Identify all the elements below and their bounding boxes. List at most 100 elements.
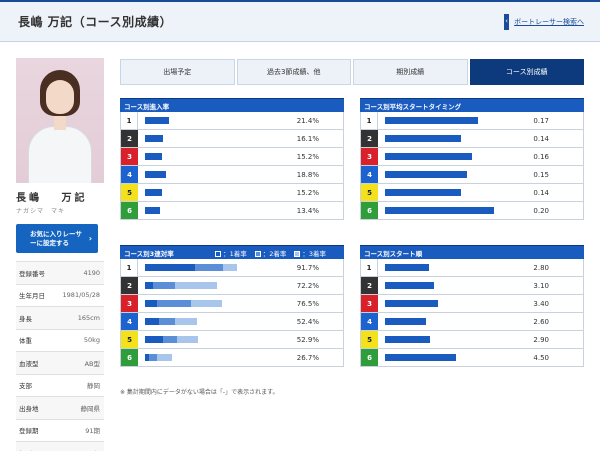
racer-name: 長嶋 万記 xyxy=(16,193,88,204)
bar-value: 52.4% xyxy=(296,317,319,326)
lane-number: 4 xyxy=(361,166,378,183)
bar-value: 2.80 xyxy=(533,263,549,272)
racer-sidebar: 長嶋 万記 ナガシマ マキ お気に入りレーサーに設定する › 登録番号 4190 生… xyxy=(16,58,104,451)
tab-term-results[interactable]: 期別成績 xyxy=(353,59,468,85)
profile-row: 登録期 91期 xyxy=(16,418,104,442)
profile-value: 165cm xyxy=(77,313,100,322)
course-row: 3 15.2% xyxy=(120,148,344,166)
footnote: ※ 集計期間内にデータがない場合は「-」で表示されます。 xyxy=(120,389,279,396)
course-row: 1 91.7% xyxy=(120,259,344,277)
profile-key: 級別 xyxy=(16,448,32,451)
course-row: 4 2.60 xyxy=(360,313,584,331)
third-place-bar xyxy=(175,282,218,289)
bar-value: 18.8% xyxy=(296,170,319,179)
add-favorite-button[interactable]: お気に入りレーサーに設定する › xyxy=(16,224,98,253)
course-row: 3 76.5% xyxy=(120,295,344,313)
lane-number: 5 xyxy=(121,184,138,201)
second-place-bar xyxy=(149,354,157,361)
first-place-bar xyxy=(145,264,195,271)
bar-value: 4.50 xyxy=(533,353,549,362)
bar-value: 0.14 xyxy=(533,188,549,197)
course-row: 4 0.15 xyxy=(360,166,584,184)
lane-number: 4 xyxy=(361,313,378,330)
second-place-bar xyxy=(195,264,223,271)
bar xyxy=(385,282,434,289)
profile-row: 級別 A1級 xyxy=(16,441,104,451)
tab-schedule[interactable]: 出場予定 xyxy=(120,59,235,85)
add-favorite-label: お気に入りレーサーに設定する xyxy=(30,229,82,247)
course-row: 1 21.4% xyxy=(120,112,344,130)
bar-value: 0.20 xyxy=(533,206,549,215)
bar xyxy=(385,117,478,124)
bar-value: 15.2% xyxy=(296,188,319,197)
course-row: 4 52.4% xyxy=(120,313,344,331)
lane-number: 3 xyxy=(121,295,138,312)
tab-course-results[interactable]: コース別成績 xyxy=(469,59,584,85)
second-place-bar xyxy=(153,282,175,289)
course-row: 4 18.8% xyxy=(120,166,344,184)
course-row: 2 3.10 xyxy=(360,277,584,295)
bar-value: 76.5% xyxy=(296,299,319,308)
course-row: 3 0.16 xyxy=(360,148,584,166)
bar-value: 3.40 xyxy=(533,299,549,308)
bar xyxy=(385,207,494,214)
bar xyxy=(385,189,462,196)
profile-key: 支部 xyxy=(19,382,32,391)
profile-key: 登録番号 xyxy=(19,269,45,278)
first-place-bar xyxy=(145,282,153,289)
bar-value: 52.9% xyxy=(296,335,319,344)
third-place-bar xyxy=(157,354,172,361)
lane-number: 6 xyxy=(121,202,138,219)
course-row: 1 2.80 xyxy=(360,259,584,277)
course-row: 6 0.20 xyxy=(360,202,584,220)
lane-number: 2 xyxy=(361,130,378,147)
top3-rate-panel: コース別3連対率 ：1着率 ：2着率 ：3着率 1 91.7% 2 72.2% 3 76.… xyxy=(120,245,344,367)
lane-number: 3 xyxy=(361,148,378,165)
profile-key: 登録期 xyxy=(19,427,39,436)
third-place-bar xyxy=(175,318,198,325)
course-row: 2 16.1% xyxy=(120,130,344,148)
bar-value: 0.17 xyxy=(533,116,549,125)
profile-value: 50kg xyxy=(83,336,100,345)
tab-recent-results[interactable]: 過去3節成績、他 xyxy=(236,59,351,85)
profile-value: 静岡県 xyxy=(80,404,101,413)
bar-value: 0.15 xyxy=(533,170,549,179)
racer-search-link[interactable]: ボートレーサー検索へ xyxy=(504,14,584,30)
course-row: 6 26.7% xyxy=(120,349,344,367)
lane-number: 4 xyxy=(121,166,138,183)
lane-number: 2 xyxy=(121,277,138,294)
lane-number: 2 xyxy=(361,277,378,294)
bar xyxy=(385,153,473,160)
bar xyxy=(385,171,467,178)
top3-rate-title: コース別3連対率 xyxy=(124,249,174,258)
lane-number: 5 xyxy=(121,331,138,348)
profile-value: 4190 xyxy=(83,268,100,277)
legend-second: ：2着率 xyxy=(254,248,286,258)
lane-number: 1 xyxy=(361,259,378,276)
bar-value: 2.60 xyxy=(533,317,549,326)
profile-key: 生年月日 xyxy=(19,292,45,301)
profile-row: 身長 165cm xyxy=(16,306,104,329)
third-place-bar xyxy=(191,300,222,307)
bar-value: 13.4% xyxy=(296,206,319,215)
bar xyxy=(145,207,160,214)
start-order-title: コース別スタート順 xyxy=(360,245,584,259)
course-row: 6 4.50 xyxy=(360,349,584,367)
lane-number: 3 xyxy=(121,148,138,165)
start-order-panel: コース別スタート順 1 2.80 2 3.10 3 3.40 4 2.60 5 2.90 6 4.50 xyxy=(360,245,584,367)
course-row: 1 0.17 xyxy=(360,112,584,130)
back-arrow-icon xyxy=(504,14,510,30)
course-row: 5 15.2% xyxy=(120,184,344,202)
entry-rate-panel: コース別進入率 1 21.4% 2 16.1% 3 15.2% 4 18.8% 5 15.2% 6 1… xyxy=(120,98,344,220)
bar-value: 15.2% xyxy=(296,152,319,161)
third-place-bar xyxy=(177,336,198,343)
legend-third: ：3着率 xyxy=(294,248,326,258)
course-row: 5 2.90 xyxy=(360,331,584,349)
course-row: 3 3.40 xyxy=(360,295,584,313)
profile-row: 出身地 静岡県 xyxy=(16,396,104,419)
bar-value: 0.14 xyxy=(533,134,549,143)
lane-number: 1 xyxy=(121,112,138,129)
bar xyxy=(145,189,162,196)
bar-value: 26.7% xyxy=(296,353,319,362)
profile-row: 登録番号 4190 xyxy=(16,261,104,284)
